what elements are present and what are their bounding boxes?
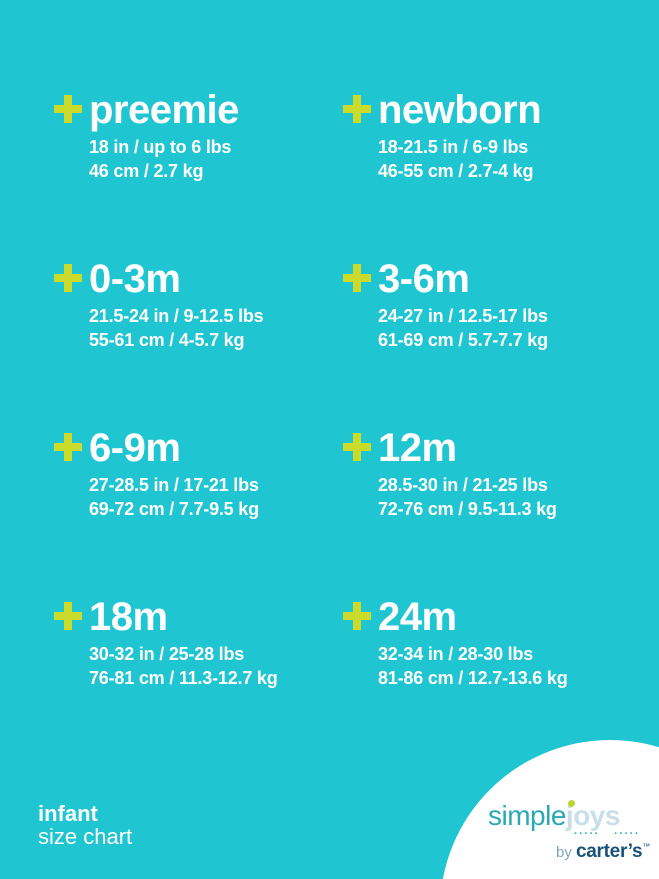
j-dot-icon [567,800,575,807]
logo-joys-word: joys [565,800,621,831]
footer-subtitle: size chart [38,824,133,849]
size-name: 3-6m [378,257,470,301]
brand-logo: simple joys [488,800,620,831]
size-detail-imperial: 27-28.5 in / 17-21 lbs [89,475,259,495]
size-detail-metric: 46-55 cm / 2.7-4 kg [378,161,534,181]
size-cell-18m: 18m 30-32 in / 25-28 lbs 76-81 cm / 11.3… [54,595,343,690]
size-cell-6-9m: 6-9m 27-28.5 in / 17-21 lbs 69-72 cm / 7… [54,426,343,521]
plus-icon [343,602,371,630]
dots-group-right: ····· [614,828,640,840]
plus-icon [343,433,371,461]
size-name: 12m [378,426,457,470]
dots-group-left: ····· [574,828,600,840]
size-detail-metric: 61-69 cm / 5.7-7.7 kg [378,330,548,350]
size-detail-metric: 46 cm / 2.7 kg [89,161,204,181]
trademark-symbol: ™ [642,842,651,851]
logo-by-text: by [556,844,577,861]
logo-byline: by carter’s™ [556,841,650,863]
logo-simple-text: simple [488,800,566,831]
footer-category: infant [38,801,98,826]
size-cell-3-6m: 3-6m 24-27 in / 12.5-17 lbs 61-69 cm / 5… [343,257,644,352]
size-grid: preemie 18 in / up to 6 lbs 46 cm / 2.7 … [54,88,644,690]
footer-label: infant size chart [38,802,132,848]
size-detail-metric: 72-76 cm / 9.5-11.3 kg [378,499,557,519]
size-name: 24m [378,595,457,639]
size-name: 18m [89,595,168,639]
size-detail-metric: 55-61 cm / 4-5.7 kg [89,330,245,350]
logo-carters-text: carter’s [576,841,643,862]
logo-joys-text: joys [566,800,620,831]
plus-icon [54,602,82,630]
size-detail-imperial: 24-27 in / 12.5-17 lbs [378,306,548,326]
size-detail-imperial: 30-32 in / 25-28 lbs [89,644,245,664]
size-name: preemie [89,88,239,132]
plus-icon [54,433,82,461]
plus-icon [54,264,82,292]
size-detail-metric: 81-86 cm / 12.7-13.6 kg [378,668,568,688]
plus-icon [343,95,371,123]
plus-icon [54,95,82,123]
size-detail-metric: 76-81 cm / 11.3-12.7 kg [89,668,278,688]
size-cell-preemie: preemie 18 in / up to 6 lbs 46 cm / 2.7 … [54,88,343,183]
size-detail-imperial: 32-34 in / 28-30 lbs [378,644,534,664]
size-name: 6-9m [89,426,181,470]
size-name: newborn [378,88,542,132]
size-detail-imperial: 18 in / up to 6 lbs [89,137,232,157]
size-cell-newborn: newborn 18-21.5 in / 6-9 lbs 46-55 cm / … [343,88,644,183]
size-cell-0-3m: 0-3m 21.5-24 in / 9-12.5 lbs 55-61 cm / … [54,257,343,352]
size-cell-12m: 12m 28.5-30 in / 21-25 lbs 72-76 cm / 9.… [343,426,644,521]
size-detail-imperial: 18-21.5 in / 6-9 lbs [378,137,529,157]
size-detail-imperial: 28.5-30 in / 21-25 lbs [378,475,548,495]
logo-dotted-underline: ····· ····· [574,828,640,840]
size-detail-metric: 69-72 cm / 7.7-9.5 kg [89,499,259,519]
size-detail-imperial: 21.5-24 in / 9-12.5 lbs [89,306,264,326]
plus-icon [343,264,371,292]
size-name: 0-3m [89,257,181,301]
size-cell-24m: 24m 32-34 in / 28-30 lbs 81-86 cm / 12.7… [343,595,644,690]
